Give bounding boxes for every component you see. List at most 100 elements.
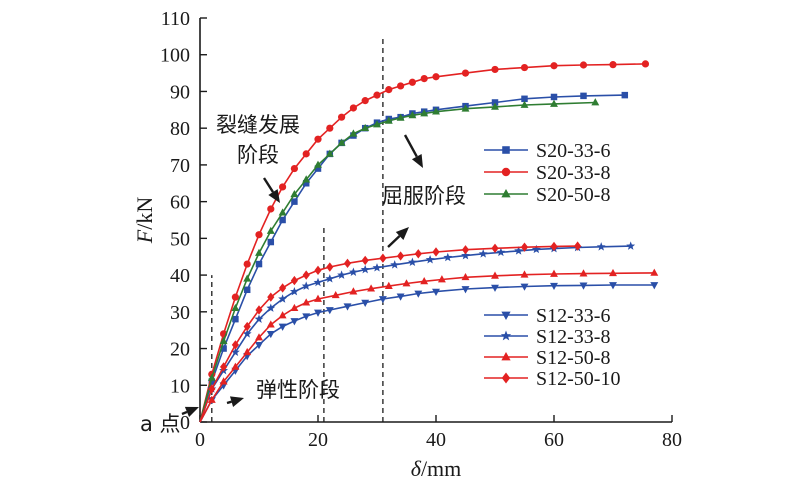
- data-point: [255, 248, 263, 256]
- legend-item: S20-33-6: [484, 140, 610, 162]
- data-point: [279, 183, 287, 191]
- legend-item: S12-33-6: [484, 305, 610, 327]
- data-point: [266, 303, 276, 312]
- data-point: [420, 75, 428, 83]
- data-point: [550, 269, 558, 277]
- data-point: [591, 98, 600, 106]
- data-point: [443, 252, 453, 262]
- data-point: [385, 86, 393, 94]
- data-point: [650, 268, 659, 276]
- y-axis-unit: /kN: [132, 197, 157, 230]
- data-point: [396, 293, 405, 301]
- data-point: [414, 249, 422, 259]
- data-point: [255, 305, 263, 315]
- arrow-yield-to-s12: [387, 227, 409, 248]
- arrow-shaft: [226, 400, 232, 405]
- data-point: [373, 120, 381, 128]
- data-point: [314, 135, 322, 143]
- data-point: [384, 281, 393, 289]
- data-point: [348, 267, 358, 276]
- data-point: [360, 264, 370, 274]
- data-point: [290, 189, 299, 198]
- data-point: [461, 250, 470, 260]
- data-point: [314, 265, 322, 275]
- data-point: [314, 165, 322, 172]
- annotation-text: 裂缝发展: [216, 113, 300, 137]
- data-point: [302, 180, 310, 187]
- x-axis-unit: /mm: [421, 456, 461, 481]
- data-point: [314, 160, 322, 168]
- x-axis-title: δ/mm: [411, 456, 462, 481]
- y-tick-label: 50: [170, 228, 190, 250]
- data-point: [242, 329, 252, 338]
- data-point: [302, 313, 311, 321]
- data-point: [432, 247, 440, 257]
- annotation-text: 阶段: [237, 143, 279, 167]
- data-point: [461, 104, 470, 112]
- data-point: [290, 303, 299, 312]
- legend-label: S12-33-8: [536, 326, 610, 348]
- data-point: [408, 78, 416, 86]
- data-point: [331, 290, 340, 299]
- arrow-shaft: [262, 177, 275, 193]
- annotation-elastic-stage: 弹性阶段: [256, 378, 340, 402]
- annotation-text: 屈服阶段: [382, 184, 466, 208]
- data-point: [266, 320, 275, 328]
- data-point: [407, 257, 417, 267]
- data-point: [361, 255, 369, 266]
- data-point: [408, 111, 417, 119]
- data-point: [231, 293, 239, 301]
- series-line: [199, 63, 646, 423]
- y-axis-symbol: F: [132, 229, 157, 244]
- series-S20-33-8: [199, 60, 650, 423]
- data-point: [243, 260, 251, 268]
- data-point: [266, 330, 275, 339]
- data-point: [325, 274, 335, 283]
- legend-marker: [502, 146, 510, 154]
- data-point: [278, 311, 287, 319]
- data-point: [278, 294, 288, 303]
- data-point: [302, 175, 311, 183]
- data-point: [325, 149, 334, 157]
- y-tick-label: 30: [170, 302, 190, 324]
- data-point: [520, 63, 529, 72]
- data-point: [314, 294, 322, 302]
- legend-marker: [501, 188, 511, 198]
- data-point: [208, 378, 216, 385]
- data-point: [325, 307, 334, 315]
- data-point: [437, 275, 446, 283]
- data-point: [338, 113, 346, 121]
- data-point: [267, 292, 275, 302]
- annotation-point-a: a 点: [140, 412, 181, 436]
- data-point: [609, 268, 617, 277]
- arrow-crack-stage: [262, 177, 280, 203]
- annotation-text: 弹性阶段: [256, 378, 340, 402]
- data-point: [207, 395, 216, 403]
- arrow-head: [229, 396, 244, 407]
- data-point: [384, 116, 393, 124]
- data-point: [231, 303, 240, 312]
- series-S20-50-8: [199, 98, 600, 423]
- x-tick-label: 60: [544, 429, 564, 451]
- data-point: [432, 288, 440, 296]
- data-point: [361, 123, 370, 132]
- data-point: [243, 274, 252, 282]
- data-point: [579, 269, 588, 277]
- data-point: [520, 283, 529, 291]
- data-point: [379, 253, 387, 263]
- data-point: [230, 347, 240, 356]
- data-point: [343, 303, 352, 311]
- data-point: [609, 61, 617, 69]
- legend-label: S12-33-6: [536, 305, 610, 327]
- legend-marker: [501, 372, 511, 384]
- data-point: [255, 333, 263, 341]
- legend-item: S20-33-8: [484, 162, 610, 184]
- data-point: [289, 286, 299, 296]
- arrow-point-a: [181, 406, 199, 418]
- data-point: [326, 262, 334, 272]
